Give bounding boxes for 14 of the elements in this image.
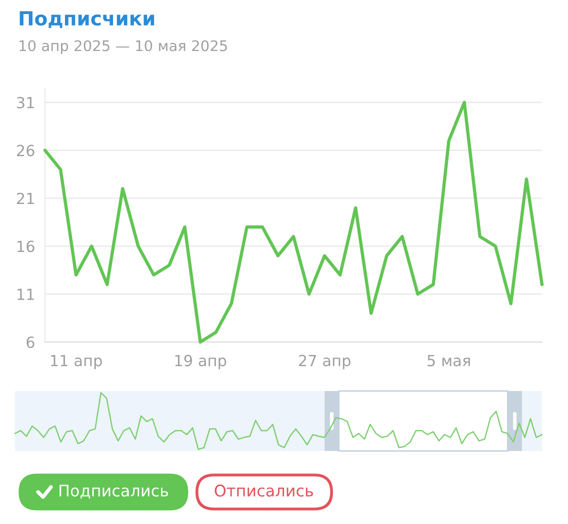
chart-subtitle: 10 апр 2025 — 10 мая 2025 [20,40,227,54]
text: Подписались [60,484,168,499]
x-tick-label: 19 апр [175,354,226,370]
y-tick-label: 26 [16,144,34,156]
y-tick-label: 16 [18,240,34,252]
y-tick-label: 31 [17,96,34,108]
x-tick-label: 11 апр [51,354,102,370]
legend-label: Отписались [214,484,313,497]
y-tick-label: 6 [26,336,34,348]
y-tick-label: 21 [16,192,34,204]
chart-title: Подписчики [20,11,154,28]
y-tick-label: 11 [18,288,34,300]
x-tick-label: 5 мая [428,354,470,366]
x-tick-label: 27 апр [299,354,350,370]
